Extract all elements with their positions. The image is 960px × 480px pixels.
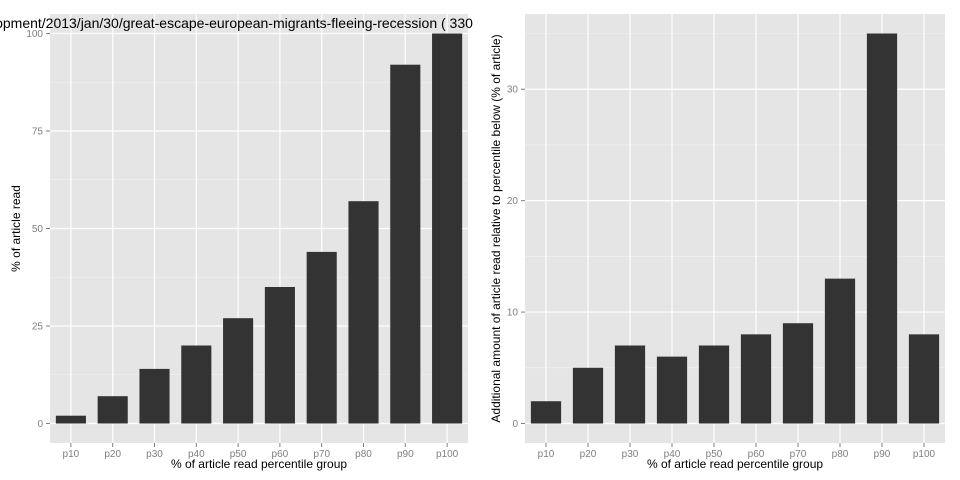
- right-bar-p60: [740, 334, 772, 424]
- left-x-tick-label: p100: [436, 449, 459, 460]
- right-y-axis-title: Additional amount of article read relati…: [489, 34, 503, 422]
- left-bar-p40: [181, 345, 212, 424]
- left-x-axis-title: % of article read percentile group: [171, 457, 347, 471]
- right-y-tick-label: 0: [512, 419, 518, 430]
- left-bar-p80: [348, 201, 379, 424]
- right-x-tick-label: p80: [832, 449, 849, 460]
- right-bar-p80: [824, 278, 856, 424]
- left-chart-title: opment/2013/jan/30/great-escape-european…: [0, 15, 473, 31]
- right-x-tick-label: p70: [790, 449, 807, 460]
- left-x-tick-label: p30: [146, 449, 163, 460]
- left-bar-p10: [55, 415, 86, 424]
- left-bar-p50: [223, 318, 254, 424]
- right-x-tick-label: p60: [748, 449, 765, 460]
- right-x-tick-label: p20: [580, 449, 597, 460]
- right-bar-p100: [908, 334, 940, 424]
- right-bar-p50: [698, 345, 730, 424]
- right-x-tick-label: p90: [874, 449, 891, 460]
- left-x-tick-label: p80: [355, 449, 372, 460]
- right-x-tick-label: p100: [913, 449, 936, 460]
- right-y-tick-label: 30: [507, 85, 519, 96]
- right-x-tick-label: p40: [664, 449, 681, 460]
- right-bar-p20: [572, 367, 604, 424]
- left-x-tick-label: p20: [104, 449, 121, 460]
- right-bar-p90: [866, 33, 898, 424]
- left-x-tick-label: p60: [272, 449, 289, 460]
- left-y-tick-label: 75: [32, 127, 44, 138]
- right-bar-p30: [614, 345, 646, 424]
- left-bar-chart: 0 25 50 75 100 p10 p20 p30 p40 p50 p60 p70 p80 p90 p10…: [0, 14, 473, 471]
- left-bar-p60: [264, 287, 295, 424]
- right-y-tick-label: 20: [507, 196, 519, 207]
- right-x-axis-title: % of article read percentile group: [647, 457, 823, 471]
- left-bar-p90: [390, 64, 421, 424]
- left-x-tick-label: p10: [63, 449, 80, 460]
- right-x-tick-label: p10: [538, 449, 555, 460]
- right-bar-p40: [656, 356, 688, 424]
- left-bar-p30: [139, 368, 170, 424]
- left-y-tick-label: 25: [32, 322, 44, 333]
- left-bar-p100: [432, 33, 463, 424]
- left-y-axis-title: % of article read: [9, 185, 23, 272]
- left-x-tick-label: p90: [397, 449, 414, 460]
- left-x-tick-label: p40: [188, 449, 205, 460]
- left-bar-p20: [97, 396, 128, 424]
- right-bar-chart: 0 10 20 30 p10 p20 p30 p40 p50 p60 p70 p80 p90 p100 % …: [489, 14, 945, 471]
- right-bar-p10: [530, 401, 562, 424]
- left-x-tick-label: p70: [313, 449, 330, 460]
- right-x-tick-label: p30: [622, 449, 639, 460]
- left-y-tick-label: 100: [26, 29, 43, 40]
- right-y-tick-label: 10: [507, 308, 519, 319]
- left-bar-p70: [306, 251, 337, 424]
- right-x-tick-label: p50: [706, 449, 723, 460]
- left-y-tick-label: 50: [32, 224, 44, 235]
- right-bar-p70: [782, 323, 814, 424]
- left-x-tick-label: p50: [230, 449, 247, 460]
- left-y-tick-label: 0: [37, 419, 43, 430]
